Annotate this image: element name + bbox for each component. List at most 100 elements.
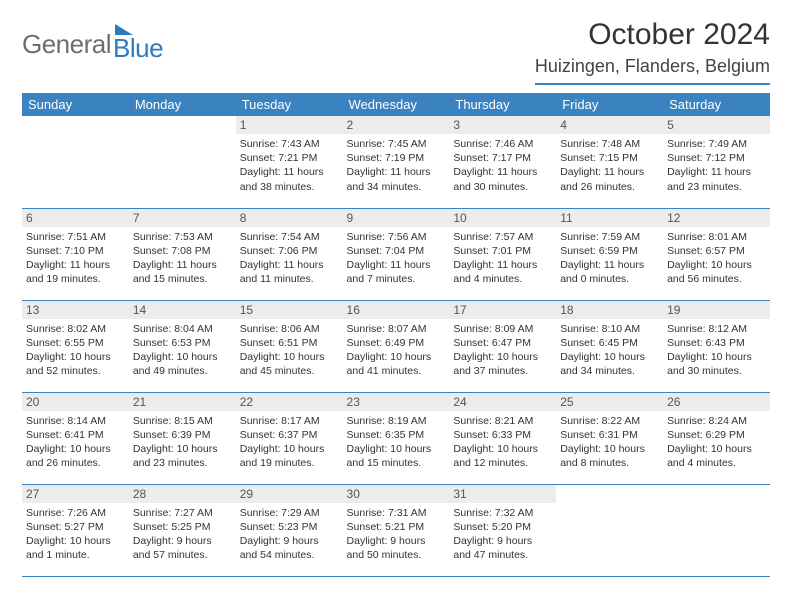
day-details: Sunrise: 8:17 AMSunset: 6:37 PMDaylight:… [240,414,339,471]
calendar-cell: 15 Sunrise: 8:06 AMSunset: 6:51 PMDayligh… [236,300,343,392]
calendar-cell: 30 Sunrise: 7:31 AMSunset: 5:21 PMDayligh… [343,484,450,576]
day-details: Sunrise: 8:06 AMSunset: 6:51 PMDaylight:… [240,322,339,379]
day-details: Sunrise: 7:45 AMSunset: 7:19 PMDaylight:… [347,137,446,194]
brand-mark-wrap: Blue [113,24,163,64]
day-number: 17 [449,301,556,319]
calendar-week: 27Sunrise: 7:26 AMSunset: 5:27 PMDayligh… [22,484,770,576]
day-number: 27 [22,485,129,503]
day-number: 15 [236,301,343,319]
calendar-cell [663,484,770,576]
day-number: 1 [236,116,343,134]
calendar-cell: 7 Sunrise: 7:53 AMSunset: 7:08 PMDaylight… [129,208,236,300]
calendar-cell: 29Sunrise: 7:29 AMSunset: 5:23 PMDayligh… [236,484,343,576]
day-details: Sunrise: 7:31 AMSunset: 5:21 PMDaylight:… [347,506,446,563]
calendar-week: 1Sunrise: 7:43 AMSunset: 7:21 PMDaylight… [22,116,770,208]
day-number: 28 [129,485,236,503]
weekday-header: Saturday [663,93,770,116]
brand-logo: General Blue [22,24,163,64]
calendar-table: SundayMondayTuesdayWednesdayThursdayFrid… [22,93,770,577]
day-details: Sunrise: 8:22 AMSunset: 6:31 PMDaylight:… [560,414,659,471]
weekday-header: Tuesday [236,93,343,116]
day-number: 22 [236,393,343,411]
calendar-cell: 22 Sunrise: 8:17 AMSunset: 6:37 PMDayligh… [236,392,343,484]
calendar-cell: 8 Sunrise: 7:54 AMSunset: 7:06 PMDaylight… [236,208,343,300]
calendar-cell: 12 Sunrise: 8:01 AMSunset: 6:57 PMDayligh… [663,208,770,300]
brand-part1: General [22,29,111,60]
location: Huizingen, Flanders, Belgium [535,56,770,77]
calendar-cell: 10 Sunrise: 7:57 AMSunset: 7:01 PMDayligh… [449,208,556,300]
day-details: Sunrise: 8:10 AMSunset: 6:45 PMDaylight:… [560,322,659,379]
month-title: October 2024 [535,18,770,52]
day-number: 29 [236,485,343,503]
brand-part2: Blue [113,33,163,64]
calendar-cell: 23 Sunrise: 8:19 AMSunset: 6:35 PMDayligh… [343,392,450,484]
day-details: Sunrise: 7:53 AMSunset: 7:08 PMDaylight:… [133,230,232,287]
day-number: 23 [343,393,450,411]
day-details: Sunrise: 8:21 AMSunset: 6:33 PMDaylight:… [453,414,552,471]
day-details: Sunrise: 7:46 AMSunset: 7:17 PMDaylight:… [453,137,552,194]
day-details: Sunrise: 7:57 AMSunset: 7:01 PMDaylight:… [453,230,552,287]
calendar-cell: 11 Sunrise: 7:59 AMSunset: 6:59 PMDayligh… [556,208,663,300]
calendar-cell: 21 Sunrise: 8:15 AMSunset: 6:39 PMDayligh… [129,392,236,484]
day-number: 26 [663,393,770,411]
day-details: Sunrise: 7:51 AMSunset: 7:10 PMDaylight:… [26,230,125,287]
day-number: 11 [556,209,663,227]
calendar-cell: 2Sunrise: 7:45 AMSunset: 7:19 PMDaylight… [343,116,450,208]
day-details: Sunrise: 7:59 AMSunset: 6:59 PMDaylight:… [560,230,659,287]
calendar-cell: 3Sunrise: 7:46 AMSunset: 7:17 PMDaylight… [449,116,556,208]
day-details: Sunrise: 8:15 AMSunset: 6:39 PMDaylight:… [133,414,232,471]
day-number: 12 [663,209,770,227]
calendar-cell [556,484,663,576]
day-details: Sunrise: 8:12 AMSunset: 6:43 PMDaylight:… [667,322,766,379]
calendar-cell: 20 Sunrise: 8:14 AMSunset: 6:41 PMDayligh… [22,392,129,484]
day-details: Sunrise: 8:24 AMSunset: 6:29 PMDaylight:… [667,414,766,471]
day-details: Sunrise: 8:14 AMSunset: 6:41 PMDaylight:… [26,414,125,471]
calendar-cell: 18 Sunrise: 8:10 AMSunset: 6:45 PMDayligh… [556,300,663,392]
day-details: Sunrise: 8:09 AMSunset: 6:47 PMDaylight:… [453,322,552,379]
day-number: 18 [556,301,663,319]
weekday-header: Thursday [449,93,556,116]
calendar-cell: 19Sunrise: 8:12 AMSunset: 6:43 PMDayligh… [663,300,770,392]
day-details: Sunrise: 7:32 AMSunset: 5:20 PMDaylight:… [453,506,552,563]
calendar-week: 13Sunrise: 8:02 AMSunset: 6:55 PMDayligh… [22,300,770,392]
day-details: Sunrise: 7:48 AMSunset: 7:15 PMDaylight:… [560,137,659,194]
calendar-cell: 31 Sunrise: 7:32 AMSunset: 5:20 PMDayligh… [449,484,556,576]
day-details: Sunrise: 7:54 AMSunset: 7:06 PMDaylight:… [240,230,339,287]
day-number: 20 [22,393,129,411]
day-number: 16 [343,301,450,319]
day-number: 10 [449,209,556,227]
weekday-header: Wednesday [343,93,450,116]
day-number: 6 [22,209,129,227]
day-number: 9 [343,209,450,227]
day-number: 7 [129,209,236,227]
calendar-header: SundayMondayTuesdayWednesdayThursdayFrid… [22,93,770,116]
day-number: 30 [343,485,450,503]
calendar-cell: 28 Sunrise: 7:27 AMSunset: 5:25 PMDayligh… [129,484,236,576]
title-block: October 2024 Huizingen, Flanders, Belgiu… [535,18,770,85]
calendar-cell [129,116,236,208]
header: General Blue October 2024 Huizingen, Fla… [22,18,770,85]
calendar-cell [22,116,129,208]
day-number: 24 [449,393,556,411]
calendar-cell: 5Sunrise: 7:49 AMSunset: 7:12 PMDaylight… [663,116,770,208]
calendar-body: 1Sunrise: 7:43 AMSunset: 7:21 PMDaylight… [22,116,770,576]
day-number: 31 [449,485,556,503]
calendar-cell: 17 Sunrise: 8:09 AMSunset: 6:47 PMDayligh… [449,300,556,392]
day-details: Sunrise: 8:01 AMSunset: 6:57 PMDaylight:… [667,230,766,287]
calendar-cell: 27Sunrise: 7:26 AMSunset: 5:27 PMDayligh… [22,484,129,576]
title-divider [535,83,770,85]
day-details: Sunrise: 7:27 AMSunset: 5:25 PMDaylight:… [133,506,232,563]
day-number: 4 [556,116,663,134]
weekday-header: Friday [556,93,663,116]
calendar-cell: 4 Sunrise: 7:48 AMSunset: 7:15 PMDaylight… [556,116,663,208]
day-number: 21 [129,393,236,411]
calendar-cell: 26 Sunrise: 8:24 AMSunset: 6:29 PMDayligh… [663,392,770,484]
calendar-cell: 9Sunrise: 7:56 AMSunset: 7:04 PMDaylight… [343,208,450,300]
calendar-cell: 6 Sunrise: 7:51 AMSunset: 7:10 PMDaylight… [22,208,129,300]
day-number: 5 [663,116,770,134]
day-details: Sunrise: 8:19 AMSunset: 6:35 PMDaylight:… [347,414,446,471]
calendar-cell: 25Sunrise: 8:22 AMSunset: 6:31 PMDayligh… [556,392,663,484]
weekday-header: Sunday [22,93,129,116]
day-number: 8 [236,209,343,227]
day-details: Sunrise: 8:07 AMSunset: 6:49 PMDaylight:… [347,322,446,379]
